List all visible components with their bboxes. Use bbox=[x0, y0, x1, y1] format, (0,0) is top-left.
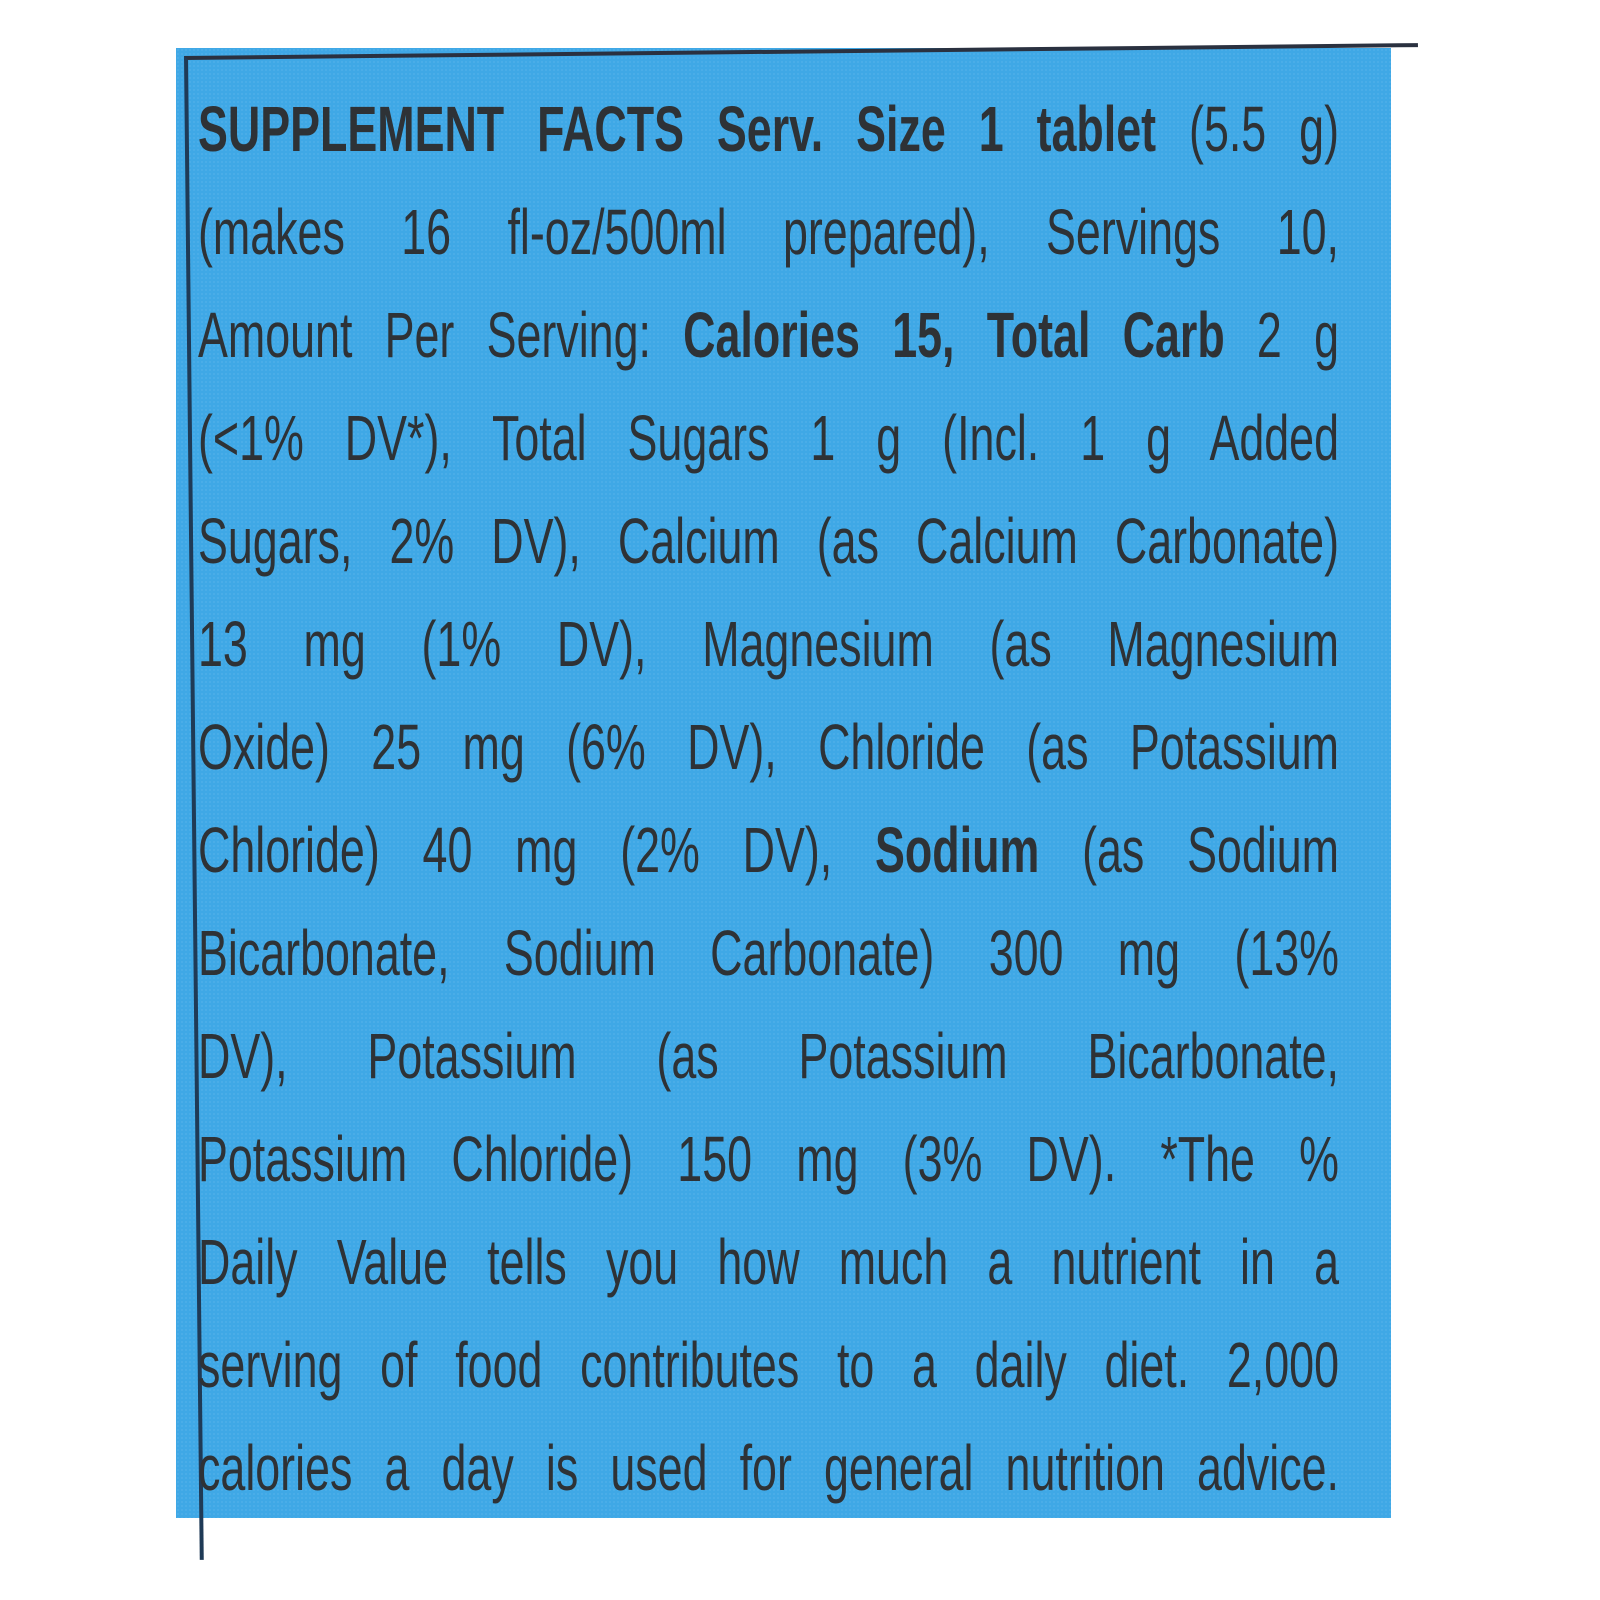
facts-line: Chloride) 40 mg (2% DV), Sodium (as Sodi… bbox=[198, 799, 1339, 902]
text-segment: (as Sodium bbox=[1082, 814, 1339, 886]
text-segment: Potassium Chloride) 150 mg (3% DV). *The… bbox=[198, 1123, 1339, 1195]
facts-line: serving of food contributes to a daily d… bbox=[198, 1314, 1339, 1417]
text-segment: 13 mg (1% DV), Magnesium (as Magnesium bbox=[198, 608, 1339, 680]
text-segment: Bicarbonate, Sodium Carbonate) 300 mg (1… bbox=[198, 917, 1339, 989]
text-segment: (5.5 g) bbox=[1189, 93, 1340, 165]
facts-line: DV), Potassium (as Potassium Bicarbonate… bbox=[198, 1005, 1339, 1108]
text-segment: serving of food contributes to a daily d… bbox=[198, 1329, 1339, 1401]
facts-line: (<1% DV*), Total Sugars 1 g (Incl. 1 g A… bbox=[198, 387, 1339, 490]
text-segment: Daily Value tells you how much a nutrien… bbox=[198, 1226, 1339, 1298]
facts-line: 13 mg (1% DV), Magnesium (as Magnesium bbox=[198, 593, 1339, 696]
bold-text: SUPPLEMENT FACTS Serv. Size 1 tablet bbox=[198, 93, 1190, 165]
text-segment: Amount Per Serving: bbox=[198, 299, 684, 371]
facts-line: Daily Value tells you how much a nutrien… bbox=[198, 1211, 1339, 1314]
text-segment: Sugars, 2% DV), Calcium (as Calcium Carb… bbox=[198, 505, 1339, 577]
facts-line: Amount Per Serving: Calories 15, Total C… bbox=[198, 284, 1339, 387]
text-segment: Chloride) 40 mg (2% DV), bbox=[198, 814, 876, 886]
facts-line: Oxide) 25 mg (6% DV), Chloride (as Potas… bbox=[198, 696, 1339, 799]
text-segment: calories a day is used for general nutri… bbox=[198, 1432, 1339, 1504]
text-segment: Oxide) 25 mg (6% DV), Chloride (as Potas… bbox=[198, 711, 1339, 783]
supplement-facts-text: SUPPLEMENT FACTS Serv. Size 1 tablet (5.… bbox=[198, 78, 1600, 1520]
facts-line: Sugars, 2% DV), Calcium (as Calcium Carb… bbox=[198, 490, 1339, 593]
facts-line: SUPPLEMENT FACTS Serv. Size 1 tablet (5.… bbox=[198, 78, 1339, 181]
facts-line: calories a day is used for general nutri… bbox=[198, 1417, 1339, 1520]
supplement-facts-panel: SUPPLEMENT FACTS Serv. Size 1 tablet (5.… bbox=[176, 43, 1434, 1560]
bold-text: Calories 15, Total Carb bbox=[683, 299, 1257, 371]
text-segment: (<1% DV*), Total Sugars 1 g (Incl. 1 g A… bbox=[198, 402, 1339, 474]
text-segment: 2 g bbox=[1256, 299, 1340, 371]
facts-line: Potassium Chloride) 150 mg (3% DV). *The… bbox=[198, 1108, 1339, 1211]
facts-line: Bicarbonate, Sodium Carbonate) 300 mg (1… bbox=[198, 902, 1339, 1005]
text-segment: (makes 16 fl-oz/500ml prepared), Serving… bbox=[198, 196, 1339, 268]
bold-text: Sodium bbox=[875, 814, 1083, 886]
facts-line: (makes 16 fl-oz/500ml prepared), Serving… bbox=[198, 181, 1339, 284]
text-segment: DV), Potassium (as Potassium Bicarbonate… bbox=[198, 1020, 1339, 1092]
